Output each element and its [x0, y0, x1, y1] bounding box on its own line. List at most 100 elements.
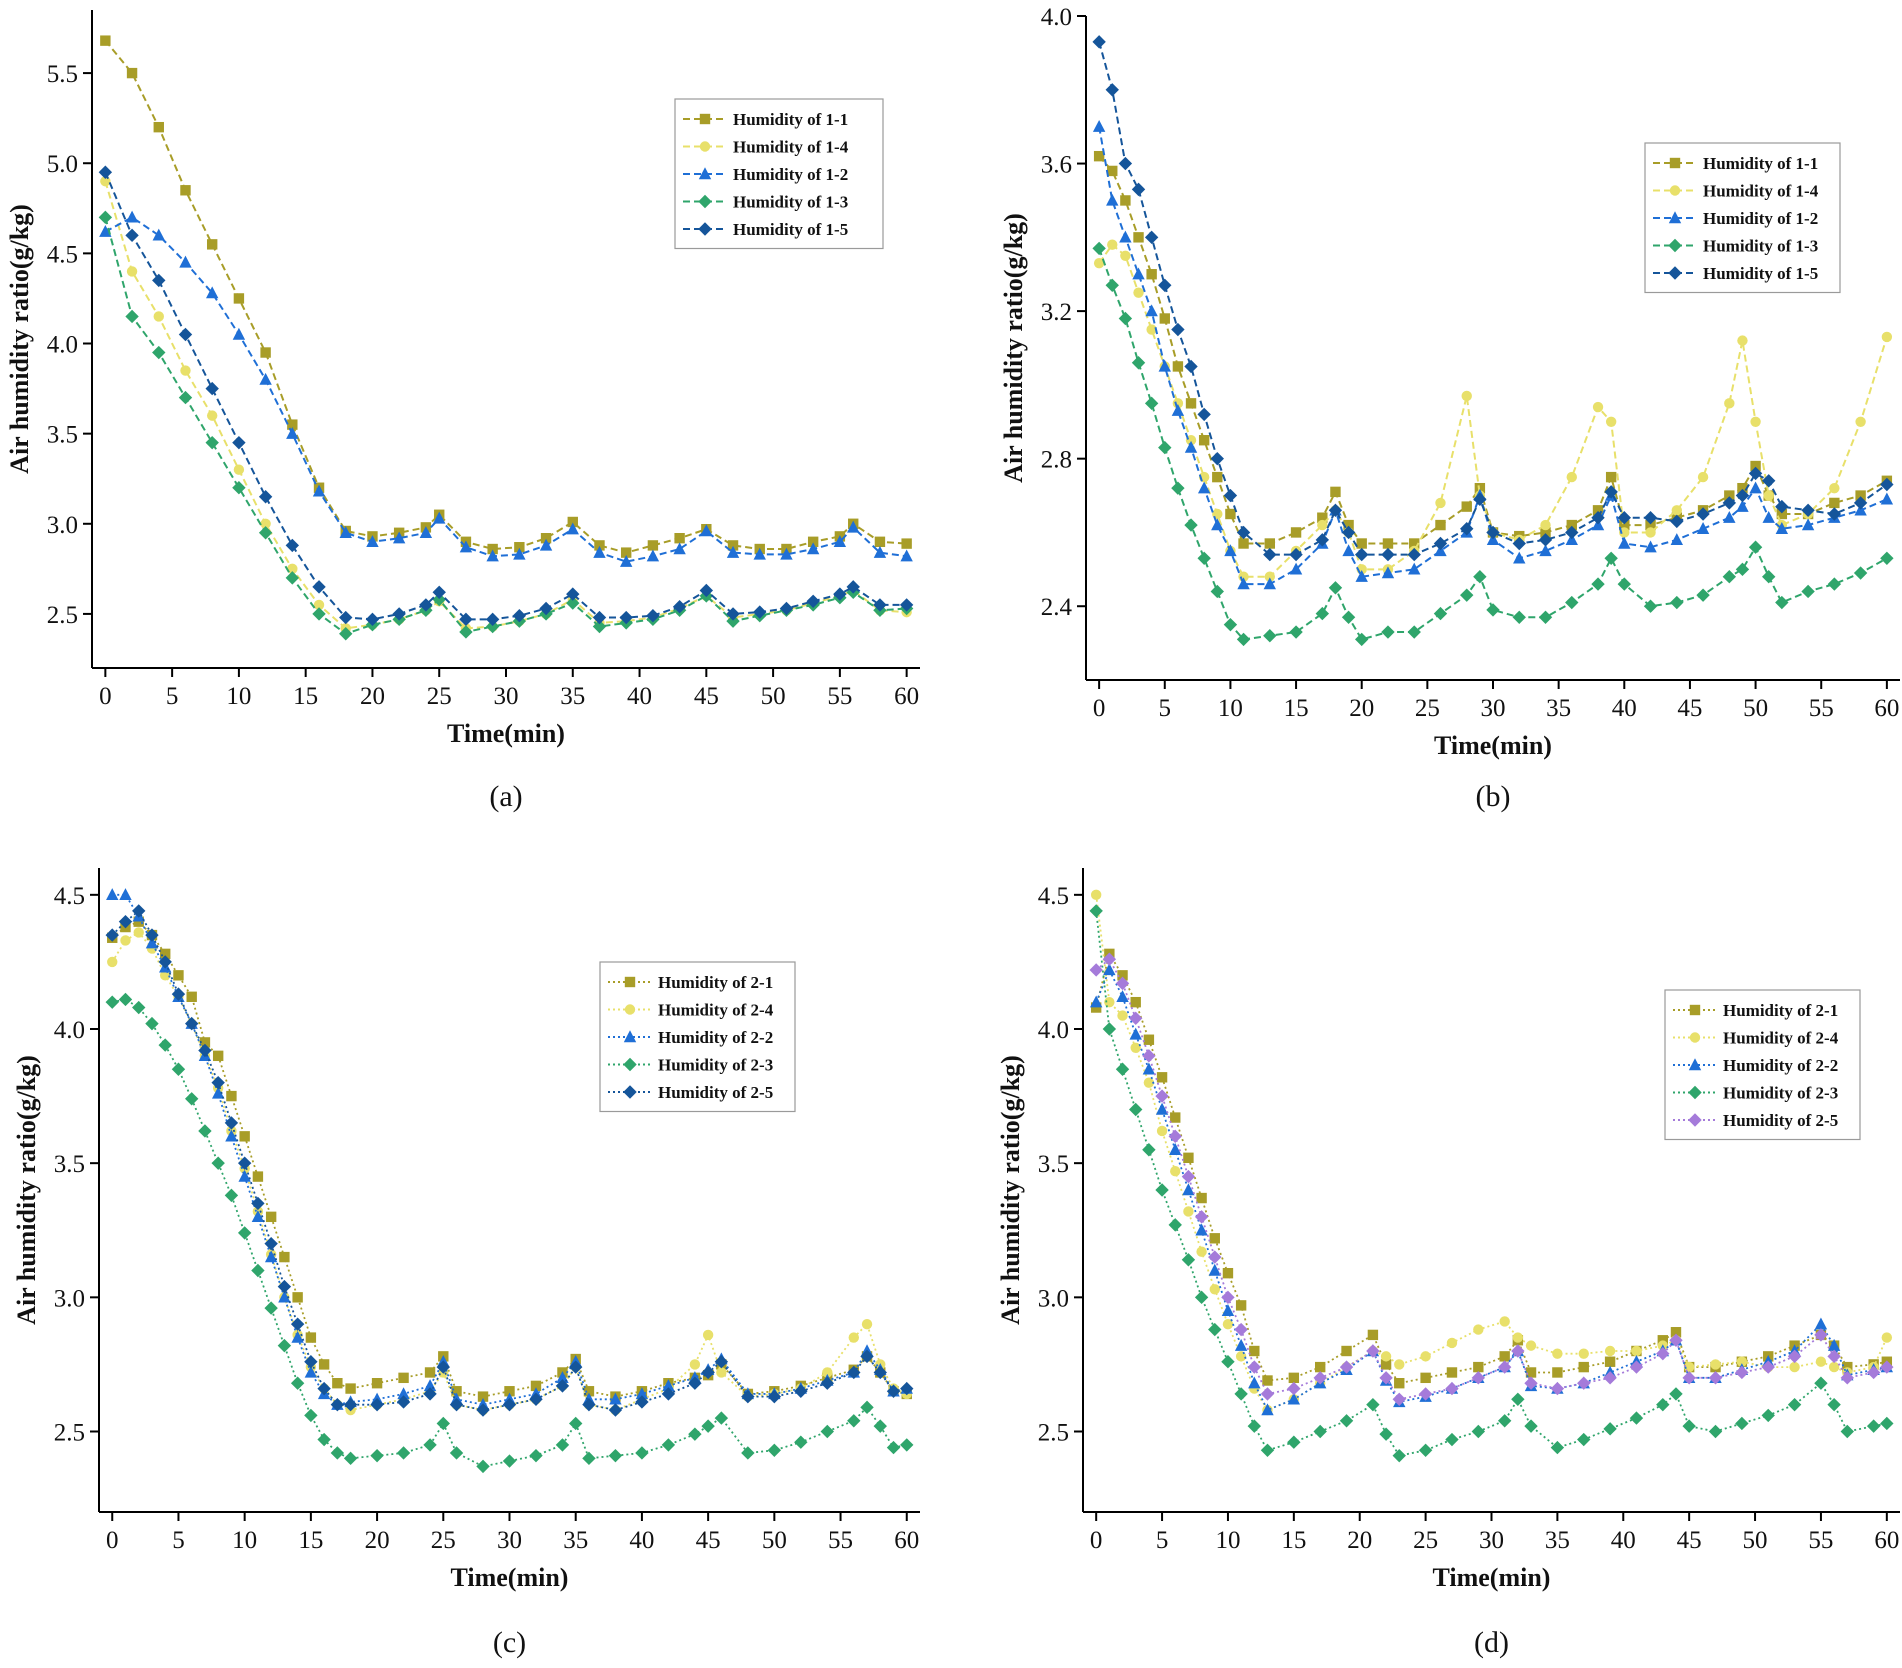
data-point	[1169, 1143, 1182, 1155]
data-point	[1736, 499, 1749, 512]
data-point	[1566, 519, 1577, 531]
y-tick-label: 3.0	[47, 512, 78, 539]
data-point	[258, 526, 273, 540]
data-point	[1102, 1022, 1117, 1036]
data-point	[225, 1129, 238, 1142]
data-point	[873, 545, 887, 558]
y-axis-title: Air humidity ratio(g/kg)	[12, 1055, 41, 1325]
data-point	[392, 607, 406, 621]
data-point	[1473, 1324, 1484, 1335]
x-tick-label: 5	[166, 683, 179, 710]
data-point	[1828, 1361, 1840, 1373]
data-point	[1181, 1253, 1196, 1267]
x-tick-label: 20	[1349, 695, 1374, 722]
data-point	[259, 372, 272, 385]
data-point	[512, 609, 527, 623]
data-point	[1669, 1333, 1683, 1347]
data-point	[1171, 404, 1185, 416]
data-point	[312, 484, 326, 497]
data-point	[291, 1330, 304, 1343]
legend-marker	[1668, 211, 1682, 224]
data-point	[1435, 519, 1446, 531]
data-point	[1355, 570, 1368, 582]
data-point	[1486, 525, 1500, 540]
data-point	[1552, 1348, 1563, 1359]
data-point	[1524, 1419, 1538, 1433]
data-point	[1236, 525, 1251, 540]
legend-entry-label: Humidity of 2-3	[1723, 1084, 1838, 1103]
data-point	[540, 533, 552, 544]
data-point	[198, 1124, 212, 1138]
series-line	[1095, 967, 1888, 1412]
data-point	[487, 543, 498, 555]
data-point	[178, 390, 193, 405]
data-point	[1211, 518, 1224, 531]
y-tick-label: 4.0	[47, 332, 78, 359]
data-point	[702, 1329, 714, 1341]
data-point	[118, 992, 133, 1007]
data-point	[1656, 1397, 1670, 1412]
legend-marker	[1668, 266, 1682, 280]
legend-marker	[1688, 1113, 1702, 1127]
data-point	[662, 1379, 675, 1392]
data-point	[539, 601, 553, 616]
data-point	[1129, 1027, 1142, 1040]
data-point	[1735, 488, 1750, 503]
x-tick-label: 15	[1284, 695, 1309, 722]
series-humidity-of-2-5	[105, 904, 914, 1417]
data-point	[1328, 503, 1343, 518]
data-point	[1089, 995, 1103, 1008]
x-tick-label: 25	[431, 1527, 456, 1554]
legend-marker	[699, 113, 711, 125]
y-tick-label: 2.5	[47, 602, 78, 629]
data-point	[1343, 519, 1354, 531]
data-point	[727, 540, 739, 551]
data-point	[1840, 1424, 1854, 1439]
x-tick-label: 45	[1677, 695, 1702, 722]
data-point	[1724, 398, 1735, 409]
data-point	[860, 1349, 874, 1364]
x-tick-label: 30	[494, 683, 519, 710]
data-point	[1538, 533, 1553, 547]
data-point	[1355, 632, 1369, 647]
data-point	[822, 1367, 833, 1378]
data-point	[1619, 519, 1630, 531]
data-point	[332, 1378, 343, 1389]
data-point	[1827, 1349, 1841, 1364]
data-point	[688, 1427, 702, 1441]
data-point	[1392, 1392, 1406, 1406]
data-point	[392, 531, 406, 544]
data-point	[1367, 1329, 1379, 1341]
data-point	[432, 585, 446, 599]
data-point	[1539, 544, 1552, 557]
x-tick-label: 45	[696, 1527, 721, 1554]
data-point	[278, 1290, 291, 1303]
x-tick-label: 50	[1743, 695, 1768, 722]
legend-marker	[1688, 1085, 1702, 1100]
data-point	[1117, 970, 1128, 981]
data-point	[1540, 527, 1551, 538]
data-point	[1339, 1360, 1354, 1374]
data-point	[1881, 331, 1893, 343]
data-point	[317, 1432, 331, 1447]
data-point	[1657, 1335, 1669, 1346]
data-point	[1194, 1290, 1209, 1305]
y-tick-label: 3.2	[1041, 299, 1072, 326]
data-point	[1209, 1233, 1220, 1244]
x-tick-label: 60	[894, 683, 919, 710]
x-tick-label: 30	[1479, 1527, 1504, 1554]
data-point	[153, 121, 164, 133]
data-point	[1604, 1356, 1616, 1367]
x-tick-label: 15	[293, 683, 318, 710]
data-point	[160, 948, 171, 960]
data-point	[398, 1372, 409, 1384]
data-point	[1512, 610, 1526, 624]
data-point	[716, 1367, 727, 1378]
data-point	[582, 1397, 596, 1412]
data-point	[1696, 588, 1710, 602]
data-point	[232, 435, 246, 450]
legend: Humidity of 1-1 Humidity of 1-4 Humidity o…	[674, 98, 884, 250]
data-point	[1194, 1210, 1209, 1224]
data-point	[1420, 1351, 1431, 1362]
data-point	[794, 1435, 808, 1449]
